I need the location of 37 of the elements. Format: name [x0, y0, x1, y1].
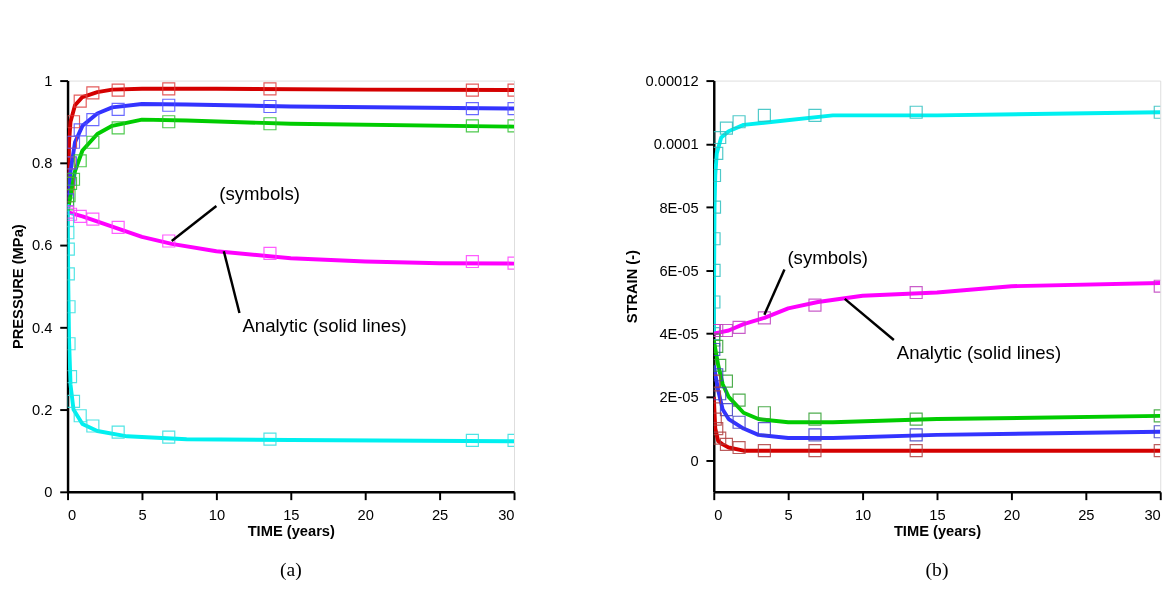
- y-tick-label: 0.8: [31, 155, 53, 172]
- y-tick-label: 1: [44, 72, 53, 89]
- annotation: Analytic (solid lines): [242, 314, 407, 336]
- x-tick-label: 20: [357, 506, 374, 523]
- x-tick-label: 10: [208, 506, 226, 523]
- y-tick-label: 0.6: [31, 237, 53, 254]
- annotation: (symbols): [219, 183, 300, 205]
- x-tick-label: 20: [1003, 506, 1021, 523]
- x-tick-label: 0: [68, 506, 77, 523]
- y-tick-label: 0: [44, 484, 53, 501]
- x-tick-label: 25: [1078, 506, 1095, 523]
- y-tick-label: 8E-05: [659, 199, 699, 216]
- y-tick-label: 0.00012: [645, 72, 699, 89]
- x-tick-label: 15: [283, 506, 300, 523]
- x-tick-label: 5: [138, 506, 147, 523]
- y-axis-title: STRAIN (-): [623, 249, 640, 324]
- y-tick-label: 0.4: [31, 319, 53, 336]
- annotation: (symbols): [787, 246, 868, 268]
- y-tick-label: 2E-05: [659, 389, 699, 406]
- y-tick-label: 0.0001: [653, 136, 699, 153]
- annotation: Analytic (solid lines): [896, 341, 1062, 363]
- y-tick-label: 4E-05: [659, 326, 699, 343]
- x-tick-label: 10: [854, 506, 872, 523]
- y-axis-title: PRESSURE (MPa): [10, 224, 27, 350]
- x-axis-title: TIME (years): [893, 523, 982, 540]
- x-tick-label: 0: [714, 506, 723, 523]
- x-tick-label: 25: [431, 506, 449, 523]
- x-tick-label: 30: [1144, 506, 1161, 523]
- y-tick-label: 0: [690, 452, 699, 469]
- x-tick-label: 15: [929, 506, 946, 523]
- text: (b): [925, 559, 949, 582]
- x-axis-title: TIME (years): [247, 523, 336, 540]
- y-tick-label: 0.2: [31, 401, 53, 418]
- x-tick-label: 5: [784, 506, 793, 523]
- y-tick-label: 6E-05: [659, 262, 699, 279]
- x-tick-label: 30: [498, 506, 515, 523]
- text: (a): [279, 559, 302, 582]
